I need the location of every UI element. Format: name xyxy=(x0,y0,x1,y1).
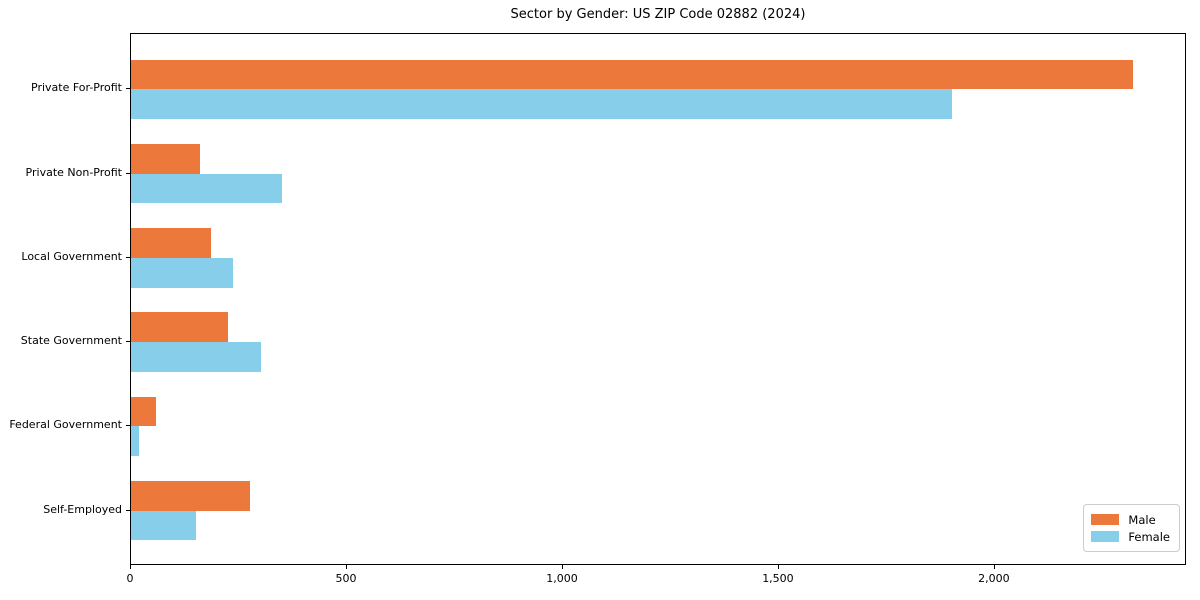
bar-male-private-for-profit xyxy=(131,59,1134,90)
bar-male-private-non-profit xyxy=(131,143,201,174)
x-tick-label-0: 0 xyxy=(126,572,134,585)
y-tick-mark xyxy=(126,172,130,174)
legend-swatch-male xyxy=(1091,514,1120,525)
legend-swatch-female xyxy=(1091,531,1120,542)
legend-label-female: Female xyxy=(1128,529,1170,544)
plot-area: Male Female xyxy=(130,33,1186,565)
y-tick-label-private-for-profit: Private For-Profit xyxy=(31,81,122,95)
y-tick-mark xyxy=(126,425,130,427)
y-tick-label-state-government: State Government xyxy=(20,334,122,348)
x-tick-mark xyxy=(345,565,347,569)
bar-female-local-government xyxy=(131,257,233,288)
y-tick-mark xyxy=(126,341,130,343)
x-tick-label-1000: 1,000 xyxy=(546,572,578,585)
legend-label-male: Male xyxy=(1128,512,1156,527)
bar-female-private-for-profit xyxy=(131,89,952,119)
x-tick-label-2000: 2,000 xyxy=(978,572,1010,585)
x-tick-label-1500: 1,500 xyxy=(762,572,794,585)
legend-item-female: Female xyxy=(1091,528,1170,545)
chart-title: Sector by Gender: US ZIP Code 02882 (202… xyxy=(510,7,806,22)
y-tick-label-self-employed: Self-Employed xyxy=(43,502,122,516)
x-tick-label-500: 500 xyxy=(335,572,357,585)
x-tick-mark xyxy=(130,565,131,569)
bar-female-self-employed xyxy=(131,510,196,541)
bar-male-federal-government xyxy=(131,396,157,427)
y-tick-label-private-non-profit: Private Non-Profit xyxy=(25,165,122,179)
bar-male-state-government xyxy=(131,312,229,343)
x-tick-mark xyxy=(561,565,563,569)
y-tick-label-local-government: Local Government xyxy=(21,249,122,263)
y-tick-mark xyxy=(126,256,130,258)
y-tick-mark xyxy=(126,88,130,90)
x-tick-mark xyxy=(777,565,779,569)
bar-male-self-employed xyxy=(131,480,250,511)
y-tick-mark xyxy=(126,509,130,511)
bar-female-private-non-profit xyxy=(131,173,283,204)
bar-female-state-government xyxy=(131,342,261,372)
y-tick-label-federal-government: Federal Government xyxy=(9,418,122,432)
bar-female-federal-government xyxy=(131,426,139,457)
legend: Male Female xyxy=(1083,504,1180,552)
bar-male-local-government xyxy=(131,228,211,258)
legend-item-male: Male xyxy=(1091,511,1170,528)
x-tick-mark xyxy=(993,565,995,569)
